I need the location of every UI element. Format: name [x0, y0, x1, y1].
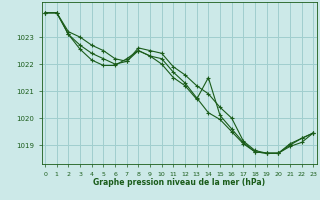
- X-axis label: Graphe pression niveau de la mer (hPa): Graphe pression niveau de la mer (hPa): [93, 178, 265, 187]
